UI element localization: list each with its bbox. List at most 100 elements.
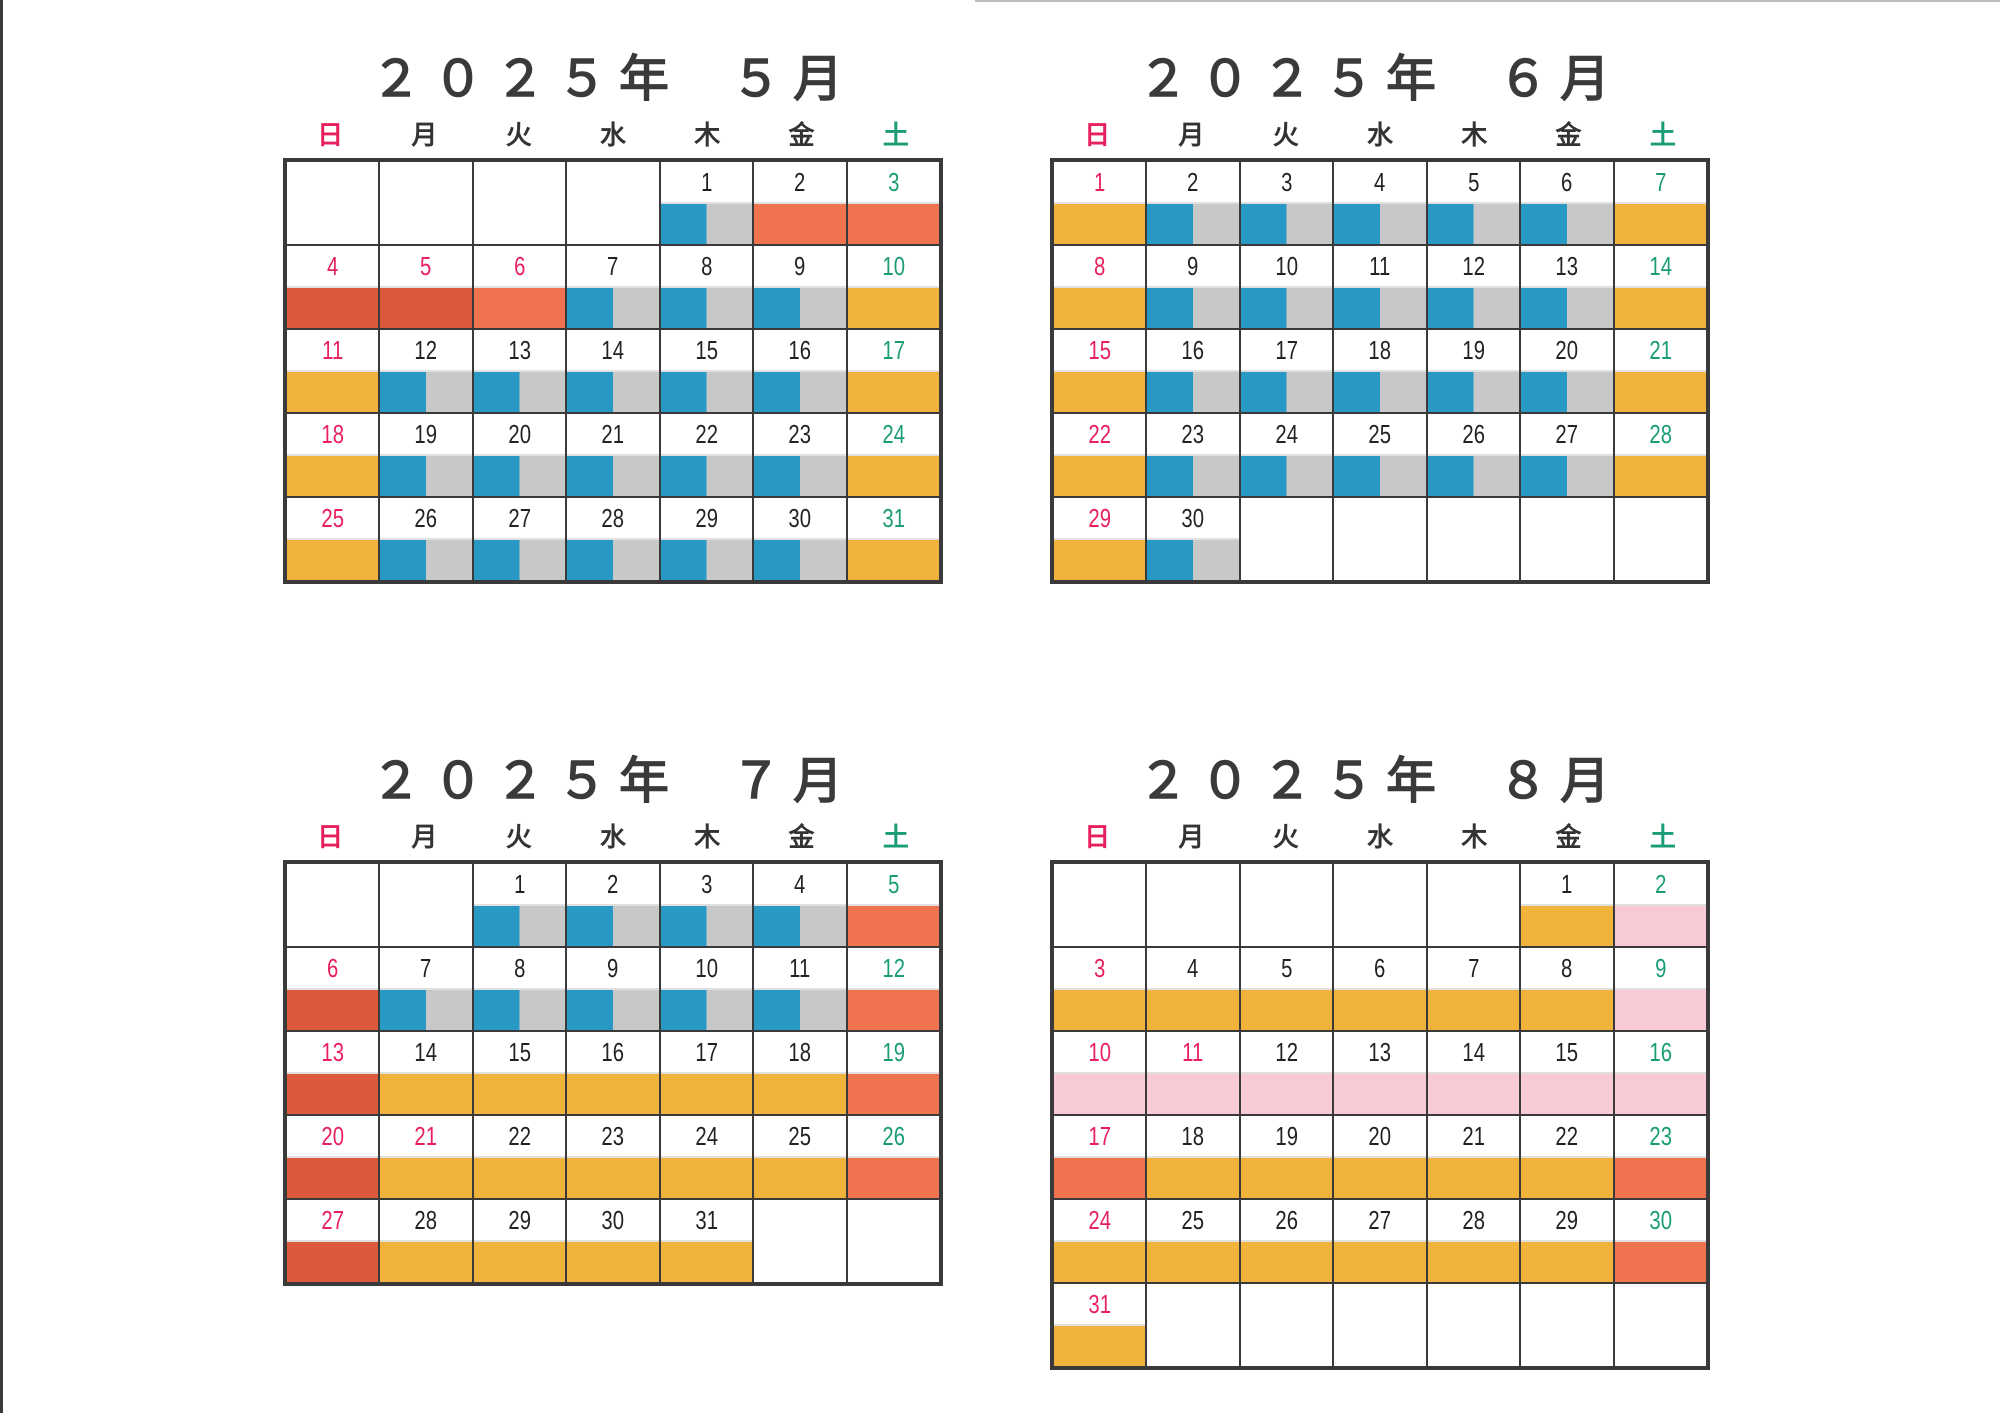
day-number: 28: [414, 1205, 438, 1235]
day-number: 15: [508, 1037, 531, 1067]
weekday-label: 日: [1084, 121, 1111, 151]
calendar-title: ２０２５年 ８月: [1050, 742, 1710, 812]
schedule-bar: [660, 1072, 753, 1114]
schedule-bar: [754, 904, 846, 946]
weekday-label: 金: [1555, 823, 1582, 853]
day-number: 20: [321, 1121, 344, 1151]
schedule-bar: [287, 370, 379, 412]
schedule-bar: [1147, 538, 1239, 580]
day-number: 14: [601, 335, 625, 365]
schedule-bar: [1614, 904, 1706, 946]
schedule-bar: [847, 1072, 939, 1114]
day-number: 19: [1462, 335, 1485, 365]
day-number: [577, 162, 648, 200]
day-cell: 18: [1147, 1116, 1239, 1198]
day-number: 9: [794, 251, 806, 281]
day-number: 4: [327, 251, 339, 281]
day-number: 22: [508, 1121, 531, 1151]
day-number: 9: [607, 953, 619, 983]
day-number: 1: [700, 167, 713, 197]
day-number: 11: [1369, 251, 1391, 281]
day-cell: 29: [1054, 498, 1146, 580]
day-number: 2: [1654, 869, 1666, 899]
day-number: 31: [881, 503, 905, 533]
day-number: [1344, 498, 1415, 536]
day-number: 23: [1181, 419, 1205, 449]
day-number: 24: [695, 1121, 718, 1151]
day-number: 4: [1187, 953, 1199, 983]
day-cell: 28: [1427, 1200, 1520, 1282]
schedule-bar: [380, 370, 472, 412]
day-cell: 18: [754, 1032, 846, 1114]
day-number: 19: [414, 419, 438, 449]
schedule-bar: [754, 202, 846, 244]
schedule-bar: [567, 1156, 659, 1198]
empty-cell: [1427, 1284, 1520, 1366]
day-number: 2: [607, 869, 619, 899]
day-number: 8: [513, 953, 526, 983]
day-number: 1: [513, 869, 526, 899]
schedule-bar: [1240, 1156, 1333, 1198]
schedule-bar: [380, 1240, 472, 1282]
day-number: 11: [322, 335, 344, 365]
schedule-bar: [287, 988, 379, 1030]
day-cell: 26: [380, 498, 472, 580]
schedule-bar: [1521, 904, 1613, 946]
calendar-grid: 1 2 3 4 5 6 7 8 9 10 11 12 13 14 15 16 17 18 19 20 21 22 23 24 2…: [1050, 860, 1710, 1370]
day-cell: 10: [1054, 1032, 1146, 1114]
schedule-bar: [380, 454, 472, 496]
day-number: [1251, 864, 1322, 902]
day-number: 8: [1094, 251, 1106, 281]
weekday-header: 日月火水木金土: [283, 118, 943, 154]
day-number: 15: [1088, 335, 1111, 365]
schedule-bar: [567, 538, 659, 580]
day-cell: 11: [287, 330, 379, 412]
day-number: [297, 162, 368, 200]
day-cell: 20: [1334, 1116, 1426, 1198]
day-number: 30: [1181, 503, 1205, 533]
day-cell: 13: [1521, 246, 1613, 328]
day-cell: 25: [1334, 414, 1426, 496]
day-cell: 27: [1334, 1200, 1426, 1282]
day-number: 18: [1368, 335, 1392, 365]
day-cell: 5: [1240, 948, 1333, 1030]
day-cell: 8: [1521, 948, 1613, 1030]
empty-cell: [1334, 1284, 1426, 1366]
day-number: 6: [1561, 167, 1573, 197]
schedule-bar: [1334, 370, 1426, 412]
day-number: 1: [1561, 869, 1573, 899]
day-number: 3: [887, 167, 899, 197]
schedule-bar: [567, 286, 659, 328]
day-number: 24: [1088, 1205, 1111, 1235]
weekday-label: 日: [1084, 823, 1111, 853]
schedule-bar: [1427, 202, 1520, 244]
day-cell: 19: [380, 414, 472, 496]
day-cell: 16: [1614, 1032, 1706, 1114]
day-number: 22: [1555, 1121, 1579, 1151]
day-number: 9: [1654, 953, 1666, 983]
day-number: 20: [508, 419, 531, 449]
schedule-bar: [380, 1072, 472, 1114]
schedule-bar: [1240, 202, 1333, 244]
day-cell: 22: [1054, 414, 1146, 496]
day-cell: 15: [1054, 330, 1146, 412]
empty-cell: [1427, 864, 1520, 946]
day-cell: 24: [1054, 1200, 1146, 1282]
schedule-bar: [1147, 1072, 1239, 1114]
day-number: 16: [1181, 335, 1205, 365]
schedule-bar: [287, 538, 379, 580]
empty-cell: [1147, 1284, 1239, 1366]
day-cell: 8: [1054, 246, 1146, 328]
day-cell: 20: [1521, 330, 1613, 412]
day-cell: 7: [1427, 948, 1520, 1030]
day-number: 6: [1374, 953, 1386, 983]
day-cell: 15: [473, 1032, 566, 1114]
day-cell: 21: [567, 414, 659, 496]
schedule-bar: [1521, 1240, 1613, 1282]
page-left-border: [0, 0, 3, 1413]
schedule-bar: [847, 370, 939, 412]
schedule-bar: [380, 988, 472, 1030]
day-number: [1625, 1284, 1696, 1322]
day-number: 23: [788, 419, 812, 449]
empty-cell: [1240, 1284, 1333, 1366]
